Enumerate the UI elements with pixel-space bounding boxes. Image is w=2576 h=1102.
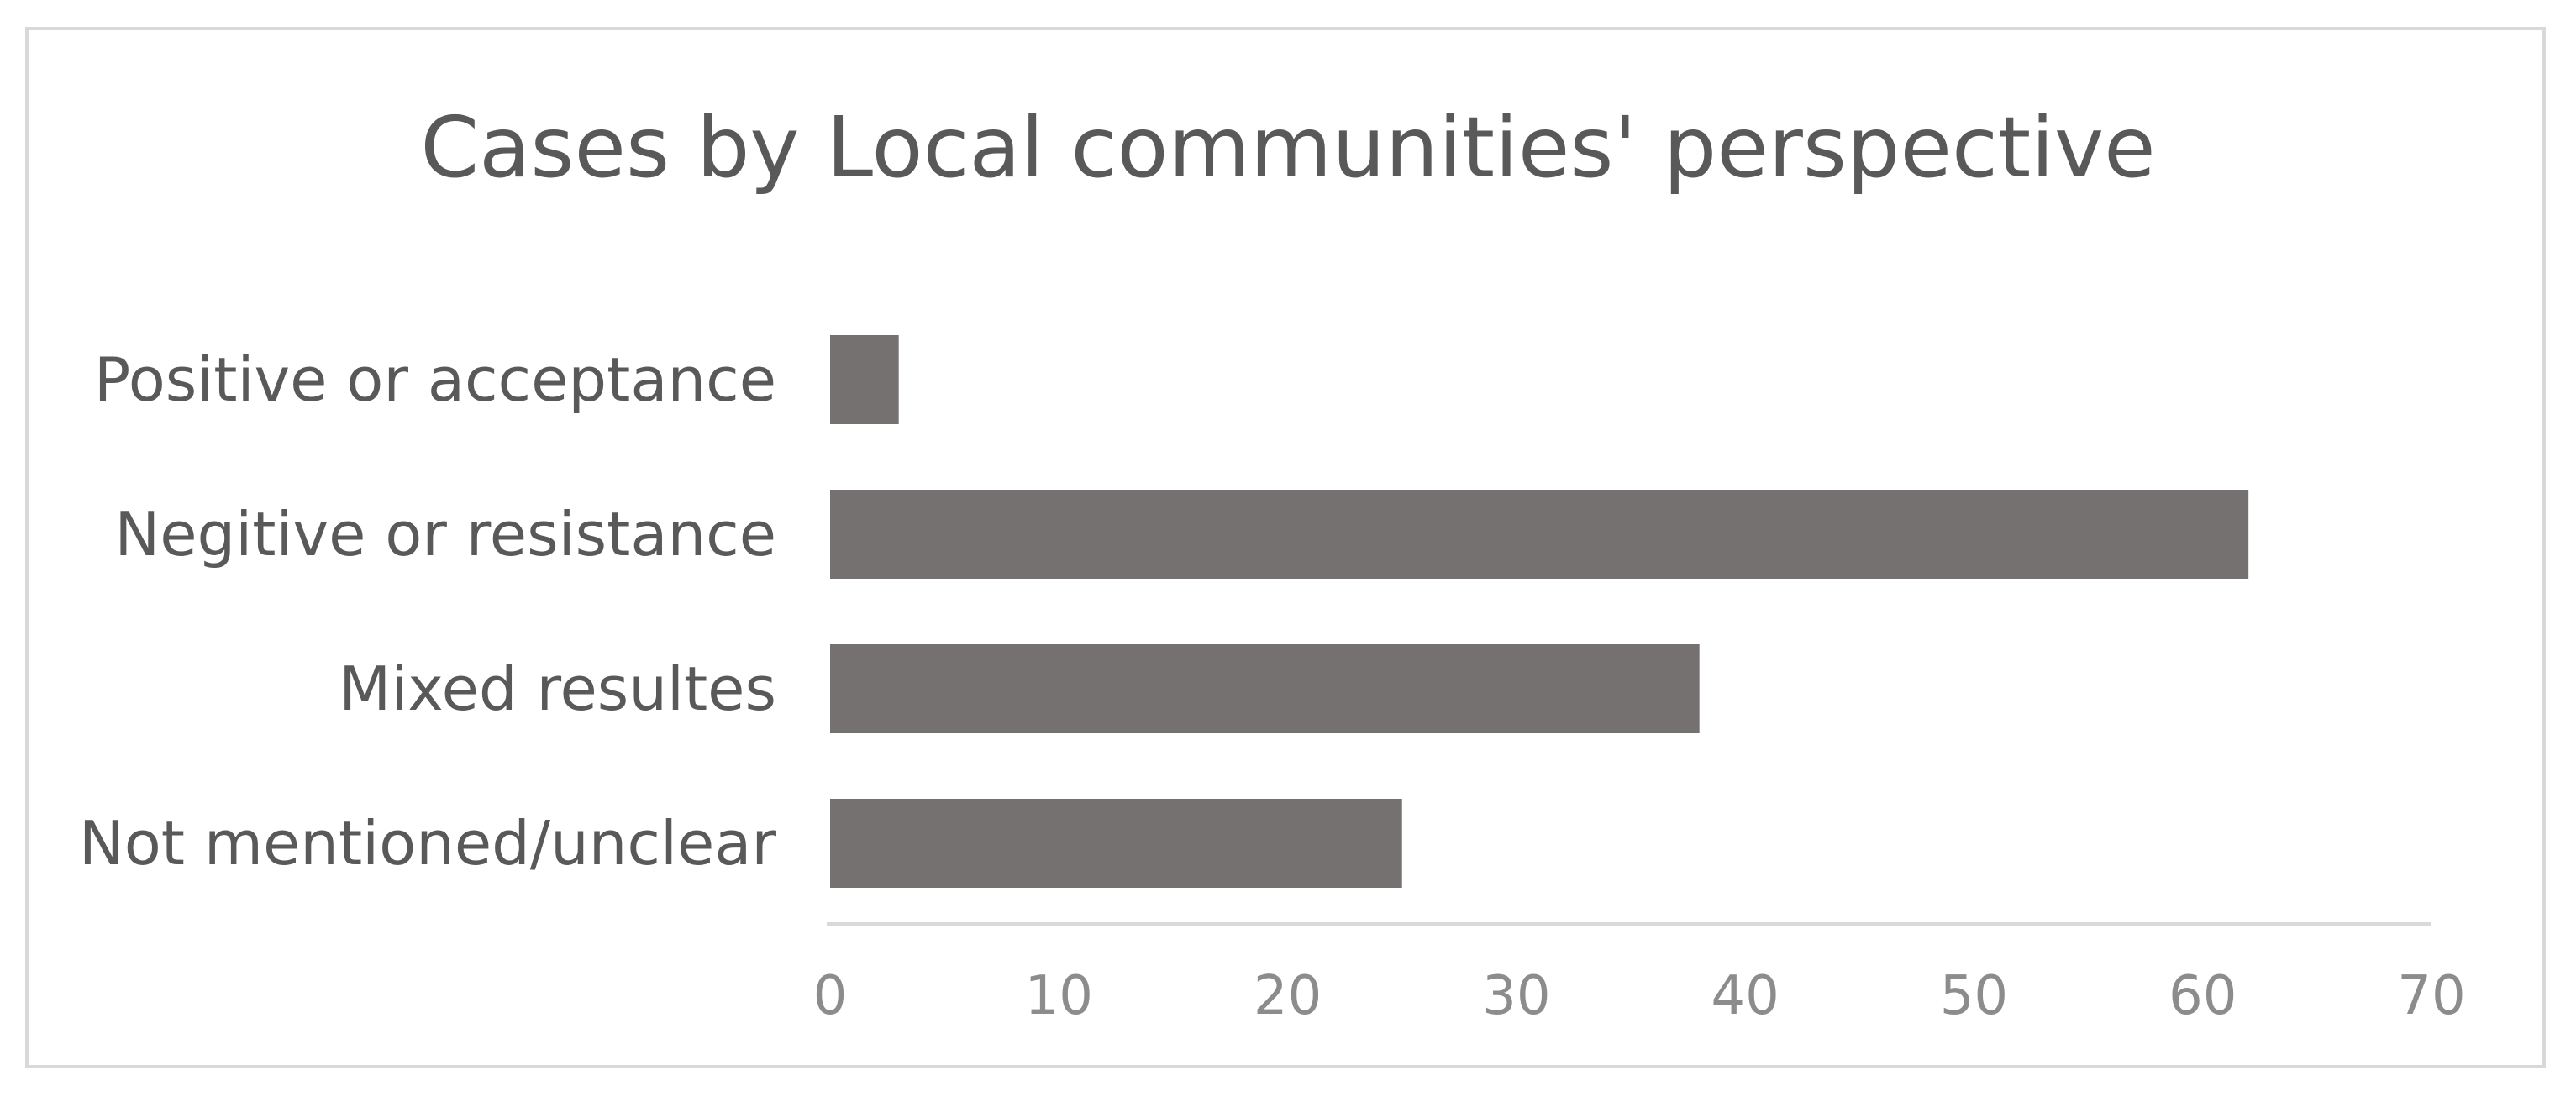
category-label: Not mentioned/unclear — [79, 808, 777, 879]
x-tick-label: 30 — [1482, 965, 1550, 1027]
bar — [830, 799, 1402, 888]
x-tick-label: 70 — [2397, 965, 2465, 1027]
x-tick-label: 0 — [813, 965, 848, 1027]
bar — [830, 644, 1700, 733]
x-tick-label: 40 — [1711, 965, 1779, 1027]
chart-title: Cases by Local communities' perspective — [420, 98, 2155, 197]
x-tick-label: 20 — [1254, 965, 1322, 1027]
bars-group — [830, 335, 2249, 888]
category-label: Positive or acceptance — [94, 344, 776, 415]
x-tick-labels: 0 10 20 30 40 50 60 70 — [813, 965, 2466, 1027]
x-tick-label: 60 — [2169, 965, 2237, 1027]
bar — [830, 490, 2249, 579]
x-tick-label: 50 — [1940, 965, 2008, 1027]
category-labels: Positive or acceptance Negitive or resist… — [79, 344, 777, 879]
category-label: Negitive or resistance — [114, 499, 776, 569]
category-label: Mixed resultes — [339, 653, 776, 724]
x-tick-label: 10 — [1025, 965, 1093, 1027]
bar — [830, 335, 899, 424]
